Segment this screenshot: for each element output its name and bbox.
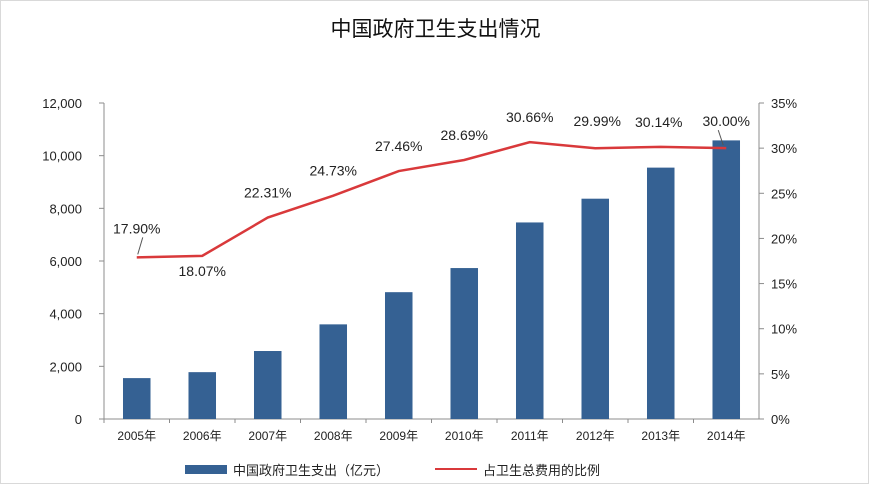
chart-title: 中国政府卫生支出情况 xyxy=(330,17,541,41)
line-data-label: 30.14% xyxy=(635,114,682,130)
y-tick-label-left: 12,000 xyxy=(42,96,82,111)
bar-2014年 xyxy=(712,140,741,420)
line-data-label: 30.00% xyxy=(703,113,750,129)
x-tick-label: 2007年 xyxy=(248,429,287,443)
x-tick-label: 2005年 xyxy=(117,429,156,443)
x-tick-label: 2009年 xyxy=(379,429,418,443)
bar-2012年 xyxy=(581,198,610,419)
line-data-label: 30.66% xyxy=(506,109,553,125)
x-tick-label: 2011年 xyxy=(511,429,549,443)
y-tick-label-right: 35% xyxy=(771,96,797,111)
line-data-label: 24.73% xyxy=(310,163,357,179)
y-tick-label-left: 10,000 xyxy=(42,149,82,164)
legend-item-line: 占卫生总费用的比例 xyxy=(435,460,600,479)
legend-label-bar: 中国政府卫生支出（亿元） xyxy=(233,463,390,479)
bar-2010年 xyxy=(450,268,479,419)
y-tick-label-right: 15% xyxy=(771,277,797,292)
line-data-label: 18.07% xyxy=(179,263,226,279)
y-tick-label-left: 4,000 xyxy=(49,307,82,322)
legend-swatch-line xyxy=(435,468,478,470)
line-data-label: 17.90% xyxy=(113,220,160,236)
y-tick-label-right: 20% xyxy=(771,231,797,246)
y-tick-label-left: 0 xyxy=(75,412,82,427)
bar-2009年 xyxy=(384,292,413,419)
bar-2006年 xyxy=(188,372,217,419)
line-data-label: 28.69% xyxy=(441,127,488,143)
y-tick-label-right: 5% xyxy=(771,367,790,382)
y-tick-label-right: 30% xyxy=(771,141,797,156)
line-data-label: 29.99% xyxy=(574,113,621,129)
y-tick-label-left: 6,000 xyxy=(49,254,82,269)
label-leader xyxy=(137,237,144,255)
legend-label-line: 占卫生总费用的比例 xyxy=(483,463,601,479)
x-tick-label: 2013年 xyxy=(641,429,680,443)
x-tick-label: 2012年 xyxy=(576,429,615,443)
chart-legend: 中国政府卫生支出（亿元） 占卫生总费用的比例 xyxy=(185,458,646,480)
bar-2011年 xyxy=(515,222,544,419)
label-leader xyxy=(717,129,724,146)
y-tick-label-right: 0% xyxy=(771,412,790,427)
y-tick-label-right: 25% xyxy=(771,186,797,201)
line-series-ratio xyxy=(136,140,727,259)
x-tick-label: 2014年 xyxy=(707,429,746,443)
x-tick-label: 2008年 xyxy=(314,429,353,443)
bar-2005年 xyxy=(122,378,151,419)
bar-2013年 xyxy=(646,167,675,419)
line-data-label: 22.31% xyxy=(244,185,291,201)
x-tick-label: 2006年 xyxy=(183,429,222,443)
y-tick-label-left: 2,000 xyxy=(49,359,82,374)
y-tick-label-right: 10% xyxy=(771,322,797,337)
legend-item-bar: 中国政府卫生支出（亿元） xyxy=(185,460,389,479)
legend-swatch-bar xyxy=(185,464,227,474)
y-tick-label-left: 8,000 xyxy=(49,201,82,216)
x-tick-label: 2010年 xyxy=(445,429,484,443)
bar-2008年 xyxy=(319,324,348,419)
bar-2007年 xyxy=(253,351,282,419)
line-data-label: 27.46% xyxy=(375,138,422,154)
